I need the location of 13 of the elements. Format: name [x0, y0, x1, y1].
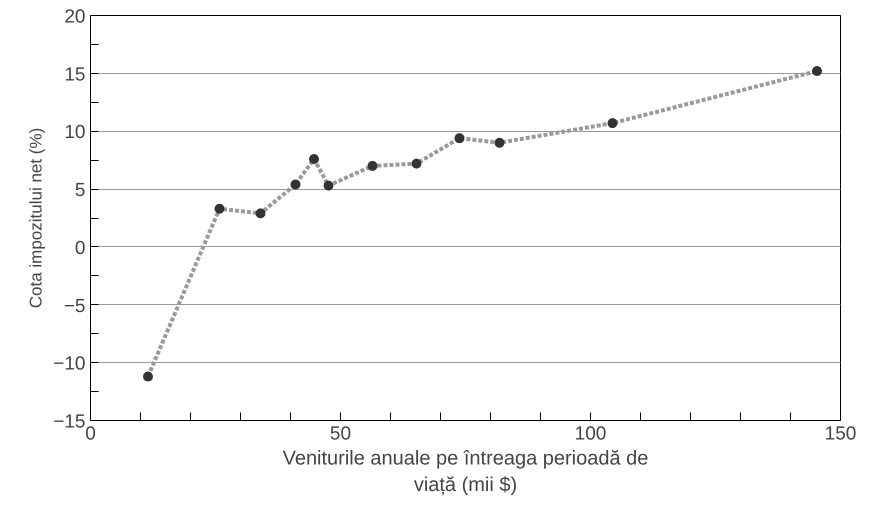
y-tick-label: 15 — [64, 64, 86, 86]
y-tick-label: 0 — [74, 238, 86, 259]
y-tick-label: −10 — [53, 354, 86, 375]
y-tick-label: −5 — [64, 296, 86, 317]
y-tick-label: −15 — [53, 412, 86, 432]
y-tick-label: 5 — [74, 180, 86, 202]
y-tick-label: 10 — [64, 122, 86, 144]
x-tick-label: 150 — [824, 424, 856, 444]
x-tick-label: 50 — [330, 424, 352, 444]
x-axis-title: Veniturile anuale pe întreaga perioadă de viață (mii $) — [282, 448, 648, 496]
y-tick-label: 20 — [64, 6, 86, 28]
y-axis-title: Cota impozitului net (%) — [26, 128, 46, 308]
x-tick-label: 100 — [574, 424, 606, 444]
